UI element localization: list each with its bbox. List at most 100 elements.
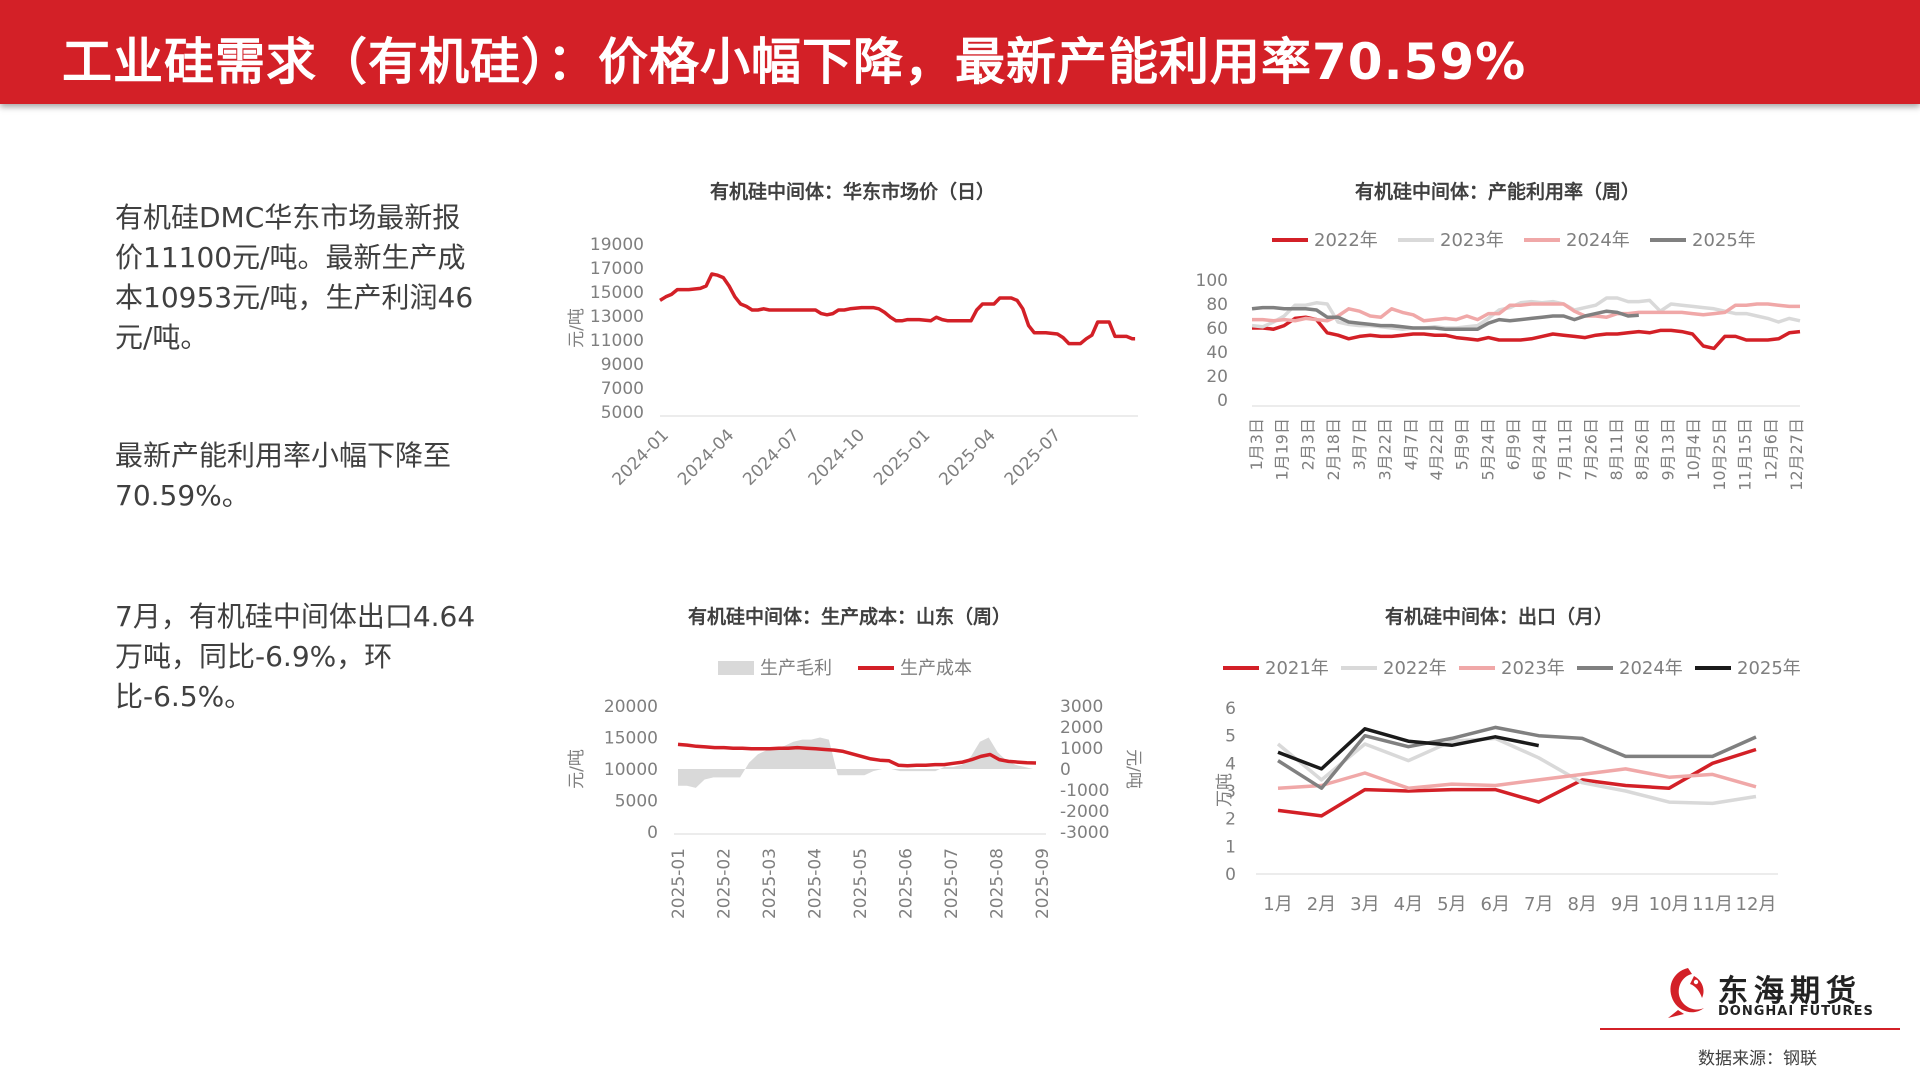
y-tick-label-3: 11000 [590,331,644,351]
x-tick-label-10: 11月 [1692,894,1733,915]
series-line-cost [677,742,1037,768]
x-tick-label-8: 5月9日 [1453,418,1472,470]
x-tick-label-0: 2025-01 [669,848,689,919]
x-tick-label-8: 9月 [1611,894,1640,915]
y-right-tick-label-4: 1000 [1060,739,1103,759]
y-tick-label-0: 0 [647,823,658,843]
logo-name-en: DONGHAI FUTURES [1718,1004,1874,1019]
x-tick-label-16: 9月13日 [1658,418,1677,481]
x-tick-label-2: 2025-03 [760,848,780,919]
legend-label-0: 2021年 [1265,658,1329,679]
y-right-tick-label-1: -2000 [1060,802,1109,822]
cost-chart-title: 有机硅中间体：生产成本：山东（周） [688,606,1012,628]
y-right-tick-label-5: 2000 [1060,718,1103,738]
summary-export-text: 7月，有机硅中间体出口4.64万吨，同比-6.9%，环比-6.5%。 [115,600,476,713]
y-tick-label-4: 20000 [604,697,658,717]
header-bar: 工业硅需求（有机硅）：价格小幅下降，最新产能利用率70.59% [0,0,1920,104]
x-tick-label-13: 7月26日 [1581,418,1600,481]
x-tick-label-14: 8月11日 [1607,418,1626,481]
summary-price-text: 有机硅DMC华东市场最新报价11100元/吨。最新生产成本10953元/吨，生产… [115,201,474,354]
x-tick-label-8: 2025-09 [1033,848,1053,919]
y-tick-label-5: 5 [1225,727,1236,747]
y-right-axis-label: 元/吨 [1123,749,1143,789]
x-tick-label-3: 2025-04 [806,848,826,919]
series-line-1 [1251,296,1801,331]
y-tick-label-1: 7000 [601,379,644,399]
utilization-chart: 2022年 2023年 2024年 2025年 0 20 40 60 80 100 1月3日 1月19… [1196,230,1806,491]
y-right-tick-label-2: -1000 [1060,781,1109,801]
legend-label-2: 2023年 [1501,658,1565,679]
x-tick-label-7: 2025-08 [988,848,1008,919]
y-tick-label-2: 9000 [601,355,644,375]
export-chart: 2021年 2022年 2023年 2024年 2025年 0 1 2 3 4 5 6 万吨 1月 2月 3月… [1215,658,1800,915]
x-tick-label-10: 6月9日 [1504,418,1523,470]
y-tick-label-3: 60 [1206,319,1228,339]
cost-chart: 生产毛利 生产成本05000100001500020000-3000-2000-1… [567,658,1143,919]
x-tick-label-0: 1月 [1263,894,1292,915]
x-tick-label-12: 7月11日 [1556,418,1575,481]
series-line-3 [1251,305,1639,331]
utilization-chart-title: 有机硅中间体：产能利用率（周） [1355,181,1641,203]
y-right-tick-label-3: 0 [1060,760,1071,780]
x-tick-label-9: 5月24日 [1478,418,1497,481]
x-tick-label-2: 2024-07 [739,425,803,489]
footer-divider [1600,1028,1900,1030]
x-tick-label-11: 6月24日 [1530,418,1549,481]
y-tick-label-0: 0 [1217,391,1228,411]
series-area-margin [678,737,1042,788]
y-right-tick-label-0: -3000 [1060,823,1109,843]
legend-swatch-0 [718,661,754,675]
y-tick-label-4: 80 [1206,295,1228,315]
series-line-3 [1277,725,1757,790]
y-tick-label-6: 6 [1225,699,1236,719]
y-right-tick-label-6: 3000 [1060,697,1103,717]
y-tick-label-1: 1 [1225,837,1236,857]
x-tick-label-19: 11月15日 [1736,418,1755,491]
dragon-logo-icon [1668,968,1704,1018]
y-tick-label-3: 3 [1225,782,1236,802]
legend-label-3: 2025年 [1692,230,1756,251]
x-tick-label-3: 4月 [1394,894,1423,915]
x-tick-label-11: 12月 [1736,894,1777,915]
y-tick-label-4: 4 [1225,754,1236,774]
y-tick-label-1: 20 [1206,367,1228,387]
series-line-4 [1277,727,1540,771]
series-line-0 [1277,747,1757,818]
x-tick-label-4: 3月7日 [1350,418,1369,470]
page-title: 工业硅需求（有机硅）：价格小幅下降，最新产能利用率70.59% [62,33,1527,91]
x-tick-label-0: 1月3日 [1247,418,1266,470]
series-line-2 [1252,302,1800,323]
legend-label-1: 2022年 [1383,658,1447,679]
series-line-1 [1276,736,1757,806]
x-tick-label-2: 2月3日 [1298,418,1317,470]
y-tick-label-1: 5000 [615,792,658,812]
legend-label-3: 2024年 [1619,658,1683,679]
price-chart-title: 有机硅中间体：华东市场价（日） [710,181,996,203]
legend-label-0: 2022年 [1314,230,1378,251]
y-tick-label-2: 40 [1206,343,1228,363]
x-tick-label-5: 2025-04 [935,425,999,489]
x-tick-label-4: 5月 [1437,894,1466,915]
x-tick-label-3: 2月18日 [1324,418,1343,481]
x-tick-label-7: 8月 [1567,894,1596,915]
legend-label-0: 生产毛利 [760,658,832,679]
y-tick-label-4: 13000 [590,307,644,327]
x-tick-label-1: 1月19日 [1273,418,1292,481]
y-tick-label-0: 5000 [601,403,644,423]
x-tick-label-3: 2024-10 [805,425,869,489]
series-line-2 [1277,767,1757,790]
x-tick-label-5: 3月22日 [1376,418,1395,481]
x-tick-label-15: 8月26日 [1633,418,1652,481]
y-axis-label: 元/吨 [567,749,587,789]
x-tick-label-6: 4月7日 [1401,418,1420,470]
logo-name-cn: 东海期货 [1718,974,1862,1009]
y-tick-label-2: 2 [1225,810,1236,830]
x-tick-label-9: 10月 [1649,894,1690,915]
x-tick-label-4: 2025-05 [851,848,871,919]
x-tick-label-1: 2月 [1307,894,1336,915]
legend-label-4: 2025年 [1737,658,1800,679]
x-tick-label-5: 2025-06 [897,848,917,919]
x-tick-label-6: 7月 [1524,894,1553,915]
series-line-0 [1252,315,1801,351]
x-tick-label-7: 4月22日 [1427,418,1446,481]
